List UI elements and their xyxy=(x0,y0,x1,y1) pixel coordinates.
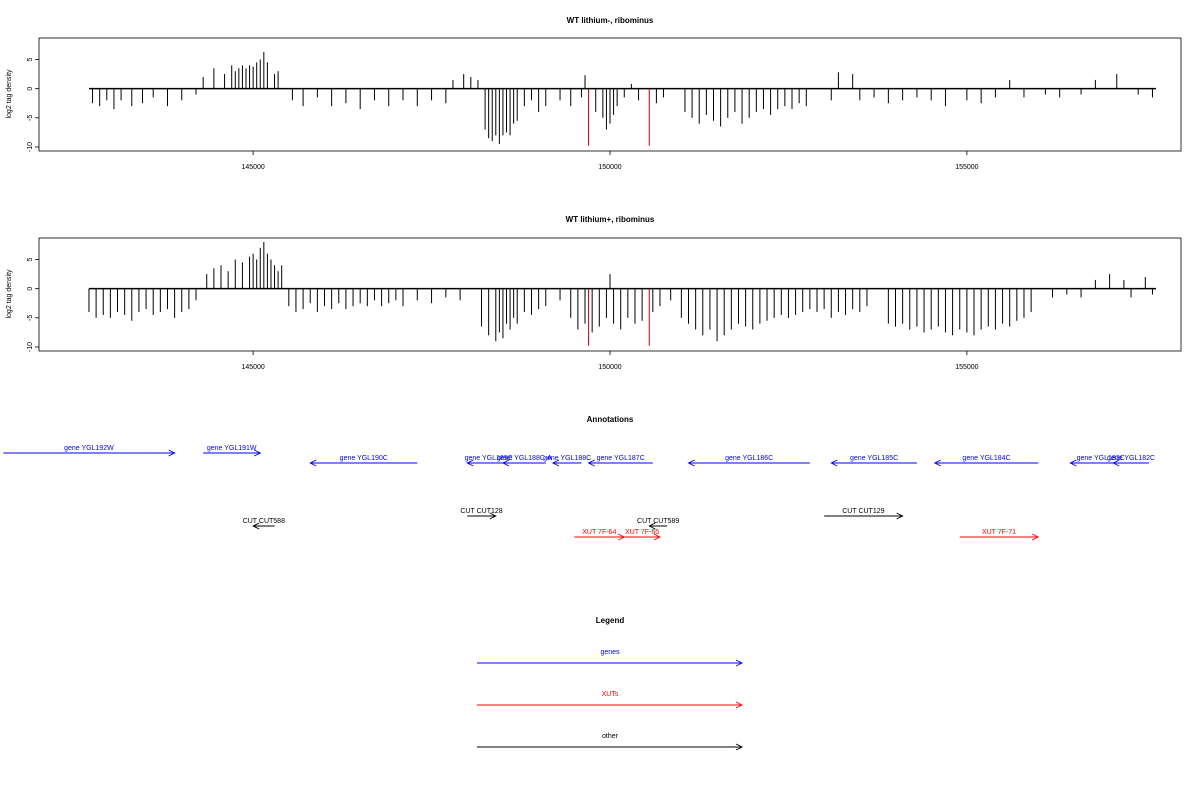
x-tick-label: 155000 xyxy=(955,164,978,171)
feature-label: gene YGL192W xyxy=(64,445,114,452)
feature-label: gene YGL182C xyxy=(1107,455,1155,462)
feature-label: gene YGL185C xyxy=(850,455,898,462)
feature-arrowhead xyxy=(489,512,497,520)
feature: gene YGL188C-A xyxy=(497,455,552,467)
feature-label: CUT CUT129 xyxy=(842,508,884,515)
feature-arrowhead xyxy=(466,459,474,467)
feature-label: gene YGL191W xyxy=(207,445,257,452)
feature: gene YGL190C xyxy=(309,455,418,467)
y-tick-label: 5 xyxy=(27,57,34,61)
feature: gene YGL182C xyxy=(1107,455,1155,467)
legend-item: XUTs xyxy=(477,691,744,709)
feature-label: gene YGL186C xyxy=(725,455,773,462)
feature-arrowhead xyxy=(501,459,510,467)
x-tick-label: 150000 xyxy=(598,164,621,171)
feature-arrowhead xyxy=(252,522,260,530)
feature: XUT 7F-65 xyxy=(624,529,661,541)
y-tick-label: -5 xyxy=(27,115,34,121)
feature: gene YGL187C xyxy=(587,455,653,467)
y-tick-label: -10 xyxy=(27,342,34,352)
marker-lines xyxy=(588,288,650,346)
feature: CUT CUT129 xyxy=(824,508,904,520)
feature-arrowhead xyxy=(933,459,941,467)
bar-series xyxy=(88,242,1153,342)
feature-arrowhead xyxy=(168,449,176,457)
y-axis: -10 -5 0 5 xyxy=(27,257,39,352)
feature-label: gene YGL183C xyxy=(1077,455,1125,462)
y-tick-label: 0 xyxy=(27,287,34,291)
feature: gene YGL188C xyxy=(543,455,591,467)
legend-items: genes XUTs other xyxy=(477,649,744,751)
x-tick-label: 150000 xyxy=(598,364,621,371)
feature: CUT CUT589 xyxy=(637,518,679,530)
panel-title: WT lithium-, ribominus xyxy=(567,16,654,25)
feature-label: XUT 7F-64 xyxy=(582,529,616,536)
feature: CUT CUT128 xyxy=(460,508,503,520)
annotations-title: Annotations xyxy=(587,415,634,424)
legend-arrowhead xyxy=(735,701,744,709)
feature-label: gene YGL188C-A xyxy=(497,455,552,462)
x-tick-label: 145000 xyxy=(241,364,264,371)
feature-arrowhead xyxy=(254,449,262,457)
feature-label: gene YGL184C xyxy=(962,455,1010,462)
legend-label: XUTs xyxy=(602,691,619,698)
marker-lines xyxy=(588,88,650,146)
legend-arrowhead xyxy=(735,659,744,667)
feature-label: XUT 7F-65 xyxy=(625,529,659,536)
feature-label: CUT CUT588 xyxy=(243,518,285,525)
y-tick-label: -10 xyxy=(27,142,34,152)
y-axis: -10 -5 0 5 xyxy=(27,57,39,152)
feature: gene YGL191W xyxy=(203,445,262,457)
legend-item: genes xyxy=(477,649,744,667)
feature: gene YGL185C xyxy=(830,455,917,467)
x-axis: 145000 150000 155000 xyxy=(241,351,979,371)
legend-title: Legend xyxy=(596,616,625,625)
feature-arrowhead xyxy=(1112,459,1120,467)
panel-title: WT lithium+, ribominus xyxy=(566,215,655,224)
feature-label: gene YGL189C xyxy=(465,455,513,462)
y-tick-label: -5 xyxy=(27,315,34,321)
y-tick-label: 0 xyxy=(27,87,34,91)
feature-arrowhead xyxy=(1069,459,1077,467)
feature-arrowhead xyxy=(1032,533,1040,541)
y-axis-label: log2 tag density xyxy=(6,69,13,119)
feature-label: XUT 7F-71 xyxy=(982,529,1016,536)
x-axis: 145000 150000 155000 xyxy=(241,151,979,171)
feature: CUT CUT588 xyxy=(243,518,285,530)
feature-arrowhead xyxy=(896,512,904,520)
feature: gene YGL186C xyxy=(687,455,810,467)
feature-arrowhead xyxy=(587,459,595,467)
legend-label: genes xyxy=(600,649,620,656)
feature: gene YGL184C xyxy=(933,455,1039,467)
feature: gene YGL192W xyxy=(3,445,176,457)
feature-arrowhead xyxy=(551,459,560,467)
feature: XUT 7F-71 xyxy=(959,529,1040,541)
legend-arrowhead xyxy=(735,743,744,751)
feature-arrowhead xyxy=(648,522,656,530)
feature-label: gene YGL187C xyxy=(597,455,645,462)
x-tick-label: 145000 xyxy=(241,164,264,171)
feature-arrowhead xyxy=(687,459,695,467)
panel-lithium-plus: WT lithium+, ribominus log2 tag density … xyxy=(6,215,1182,371)
feature-label: CUT CUT128 xyxy=(460,508,502,515)
feature-label: CUT CUT589 xyxy=(637,518,679,525)
feature-list: gene YGL192W gene YGL191W gene YGL190C gene… xyxy=(3,445,1155,541)
y-axis-label: log2 tag density xyxy=(6,269,13,319)
feature-arrowhead xyxy=(309,459,317,467)
bar-series xyxy=(92,51,1153,145)
x-tick-label: 155000 xyxy=(955,364,978,371)
feature-arrowhead xyxy=(653,533,661,541)
panel-lithium-minus: WT lithium-, ribominus log2 tag density … xyxy=(6,16,1182,171)
annotations-track: Annotations gene YGL192W gene YGL191Wgene… xyxy=(3,415,1155,541)
feature-arrowhead xyxy=(830,459,838,467)
feature: XUT 7F-64 xyxy=(574,529,626,541)
y-tick-label: 5 xyxy=(27,257,34,261)
legend-label: other xyxy=(602,733,619,740)
feature-label: gene YGL188C xyxy=(543,455,591,462)
legend: Legend genes XUTs other xyxy=(477,616,744,751)
feature-label: gene YGL190C xyxy=(340,455,388,462)
legend-item: other xyxy=(477,733,744,751)
